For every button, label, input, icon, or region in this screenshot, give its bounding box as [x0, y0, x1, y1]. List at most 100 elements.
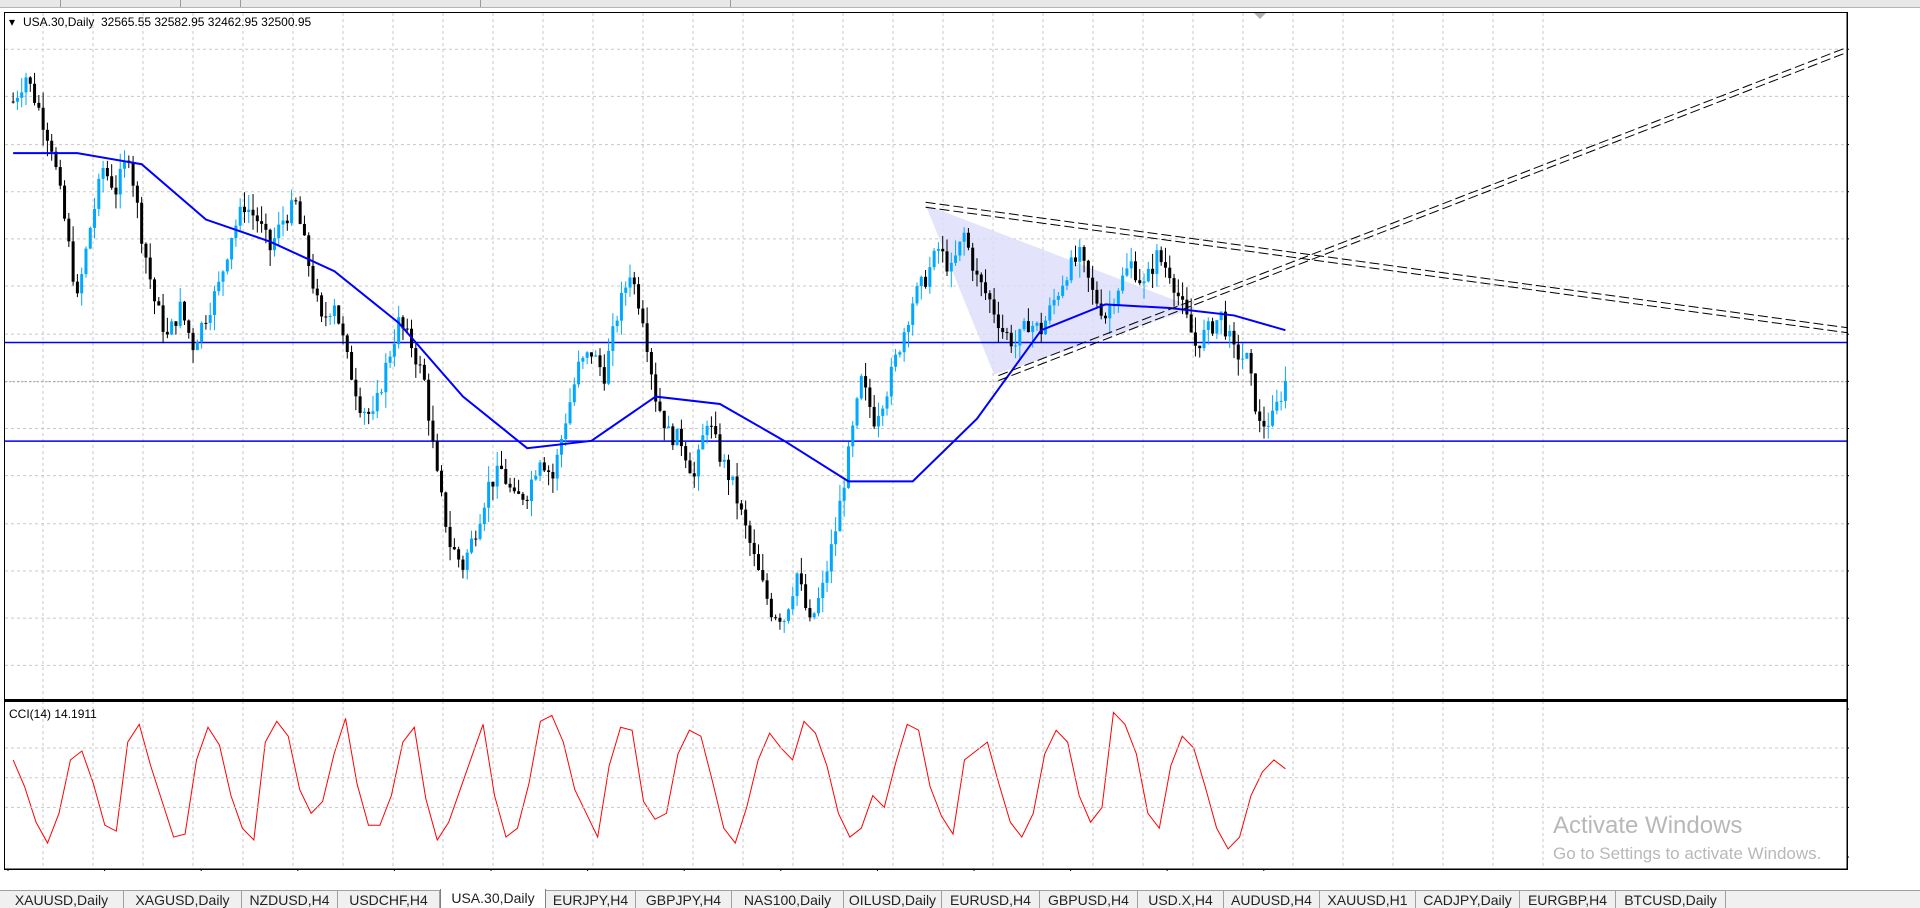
candle-body	[919, 276, 923, 287]
toolbar-segment[interactable]	[240, 0, 481, 7]
candle-body	[482, 507, 486, 525]
candle-body	[1069, 257, 1073, 281]
moving-average-line	[13, 152, 1286, 483]
candle-body	[251, 209, 255, 216]
candle-body	[131, 162, 135, 186]
candle-body	[649, 351, 653, 375]
candle-body	[225, 259, 229, 272]
horizontal-lines[interactable]	[5, 341, 1847, 442]
candle-body	[153, 279, 157, 302]
trendline	[925, 206, 1848, 334]
candle-body	[547, 470, 551, 473]
cci-line	[12, 711, 1286, 850]
candle-body	[1181, 296, 1185, 300]
toolbar-segment[interactable]	[60, 0, 181, 7]
candle-body	[157, 301, 161, 306]
candle-body	[778, 617, 782, 622]
tab-cadjpy-daily[interactable]: CADJPY,Daily	[1416, 891, 1520, 908]
top-toolbar-strip	[0, 0, 1920, 8]
candle-body	[868, 387, 872, 407]
tab-btcusd-daily[interactable]: BTCUSD,Daily	[1616, 891, 1726, 908]
candle-body	[667, 426, 671, 429]
candle-body	[602, 367, 606, 384]
candle-body	[260, 221, 264, 224]
candle-body	[1078, 247, 1082, 262]
tab-usdchf-h4[interactable]: USDCHF,H4	[338, 891, 440, 908]
trendlines[interactable]	[925, 46, 1848, 382]
candle-body	[144, 243, 148, 258]
candles	[11, 72, 1287, 633]
toolbar-segment[interactable]	[0, 0, 61, 7]
tab-usa-30-daily[interactable]: USA.30,Daily	[440, 889, 546, 908]
toolbar-segment[interactable]	[180, 0, 241, 7]
candle-body	[1172, 278, 1176, 293]
candle-body	[701, 435, 705, 450]
candle-body	[414, 348, 418, 365]
chart-window[interactable]: 37008.6536369.2035716.2035077.2534437.80…	[4, 12, 1849, 871]
tab-gbpusd-h4[interactable]: GBPUSD,H4	[1040, 891, 1138, 908]
candle-body	[542, 462, 546, 471]
candle-body	[1215, 320, 1219, 334]
candle-body	[1052, 299, 1056, 306]
candle-body	[221, 271, 225, 282]
candle-body	[932, 250, 936, 268]
candle-body	[928, 267, 932, 287]
dropdown-arrow-icon[interactable]: ▾	[9, 15, 15, 29]
candle-body	[984, 282, 988, 294]
tab-gbpjpy-h4[interactable]: GBPJPY,H4	[636, 891, 732, 908]
candle-body	[435, 440, 439, 471]
candle-body	[619, 292, 623, 321]
candle-body	[123, 160, 127, 169]
chart-canvas[interactable]: 37008.6536369.2035716.2035077.2534437.80…	[5, 13, 1849, 871]
candle-body	[851, 425, 855, 447]
candle-body	[200, 322, 204, 343]
candle-body	[1009, 332, 1013, 347]
candle-body	[911, 303, 915, 325]
candle-body	[709, 425, 713, 427]
candle-body	[842, 487, 846, 501]
candle-body	[864, 376, 868, 388]
candle-body	[581, 357, 585, 362]
candle-body	[212, 291, 216, 316]
candle-body	[324, 316, 328, 318]
candle-body	[825, 571, 829, 583]
tab-nas100-daily[interactable]: NAS100,Daily	[732, 891, 844, 908]
candle-body	[954, 255, 958, 263]
tab-xagusd-daily[interactable]: XAGUSD,Daily	[124, 891, 242, 908]
tab-audusd-h4[interactable]: AUDUSD,H4	[1224, 891, 1320, 908]
candle-body	[996, 314, 1000, 329]
candle-body	[692, 473, 696, 477]
candle-body	[1133, 261, 1137, 281]
candle-body	[1082, 247, 1086, 261]
candle-body	[774, 617, 778, 619]
tab-eurusd-h4[interactable]: EURUSD,H4	[942, 891, 1040, 908]
candle-body	[1056, 295, 1060, 300]
candle-body	[1001, 328, 1005, 333]
candle-body	[872, 406, 876, 427]
toolbar-segment[interactable]	[480, 0, 731, 7]
candle-body	[1095, 289, 1099, 304]
tab-nzdusd-h4[interactable]: NZDUSD,H4	[242, 891, 338, 908]
tab-eurjpy-h4[interactable]: EURJPY,H4	[546, 891, 636, 908]
chart-tab-bar: XAUUSD,Daily XAGUSD,Daily NZDUSD,H4 USDCHF,…	[0, 889, 1920, 908]
moving-average	[13, 152, 1286, 483]
candle-body	[71, 241, 75, 282]
candle-body	[97, 178, 101, 209]
candle-body	[285, 220, 289, 224]
tab-xauusd-daily[interactable]: XAUUSD,Daily	[0, 891, 124, 908]
candle-body	[962, 232, 966, 242]
candle-body	[645, 323, 649, 352]
candle-body	[945, 251, 949, 272]
candle-body	[624, 287, 628, 293]
trendline	[998, 46, 1848, 377]
candle-body	[341, 323, 345, 336]
candle-body	[315, 288, 319, 296]
candle-body	[234, 225, 238, 239]
tab-xauusd-h1[interactable]: XAUUSD,H1	[1320, 891, 1416, 908]
candle-body	[688, 460, 692, 474]
tab-oilusd-daily[interactable]: OILUSD,Daily	[844, 891, 942, 908]
candle-body	[1228, 330, 1232, 337]
tab-eurgbp-h4[interactable]: EURGBP,H4	[1520, 891, 1616, 908]
tab-usd-x-h4[interactable]: USD.X,H4	[1138, 891, 1224, 908]
candle-body	[148, 257, 152, 280]
